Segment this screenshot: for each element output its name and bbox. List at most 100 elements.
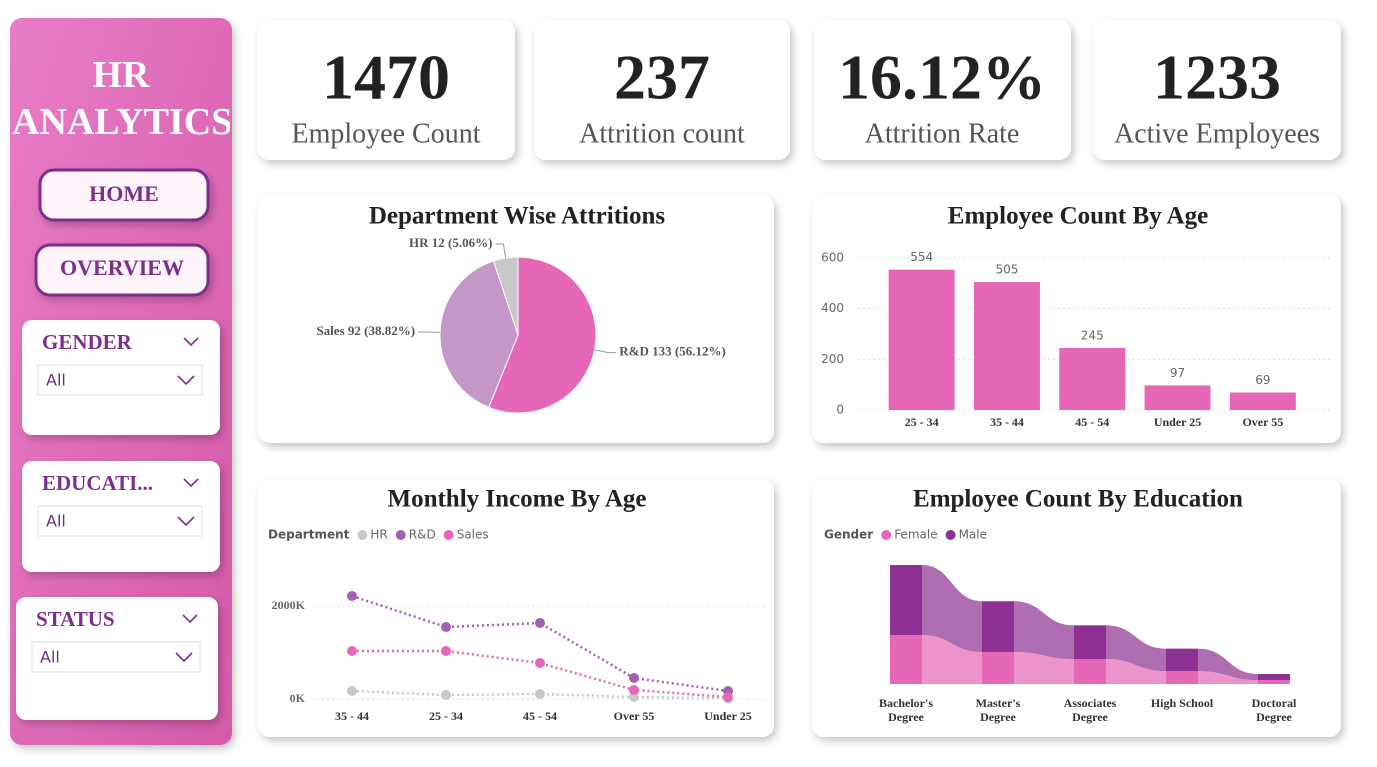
sidebar-title-box: HR ANALYTICS: [12, 54, 230, 143]
line-point: [629, 672, 639, 683]
leader-line: [594, 349, 617, 354]
y-tick-label: 400: [821, 301, 844, 315]
data-label: 554: [910, 250, 933, 264]
kpi-label: Employee Count: [292, 118, 481, 149]
line-point: [535, 658, 545, 669]
line-point: [347, 686, 357, 697]
kpi-value: 1233: [1153, 42, 1281, 113]
line-point: [723, 692, 733, 703]
bar: [973, 282, 1040, 410]
x-tick-label: 35 - 44: [990, 415, 1024, 429]
kpi-value: 237: [614, 42, 710, 113]
x-tick-label: 45 - 54: [1075, 415, 1109, 429]
line-point: [441, 690, 451, 701]
legend-label: R&D: [409, 528, 436, 542]
x-tick-label: High School: [1150, 696, 1214, 710]
leader-line: [495, 243, 507, 259]
filter-label: STATUS: [36, 607, 115, 631]
y-tick-label: 0K: [290, 691, 306, 705]
x-tick-label: 25 - 34: [429, 709, 463, 723]
legend-swatch: [881, 530, 892, 540]
x-tick-label: Doctoral Degree: [1251, 696, 1297, 724]
dropdown-icon: [177, 516, 195, 527]
x-tick-label: Under 25: [704, 709, 751, 723]
dropdown-value: All: [40, 648, 60, 667]
ribbon: [922, 565, 982, 652]
y-tick-label: 2000K: [272, 598, 306, 612]
legend-label: Male: [959, 528, 987, 542]
x-tick-label: Under 25: [1154, 415, 1201, 429]
legend-swatch: [357, 530, 368, 540]
x-tick-label: 25 - 34: [905, 415, 939, 429]
kpi-value: 16.12%: [838, 42, 1046, 113]
line-point: [535, 618, 545, 629]
legend-swatch: [945, 530, 956, 540]
dropdown-value: All: [46, 512, 66, 531]
kpi-card: [814, 20, 1071, 160]
kpi-card: [534, 20, 790, 160]
collapse-icon[interactable]: [183, 337, 199, 347]
chart-title: Monthly Income By Age: [387, 486, 646, 513]
line-series: [351, 594, 729, 693]
bar-segment: [1074, 625, 1106, 660]
bar-segment: [982, 651, 1014, 684]
ribbon: [1106, 625, 1166, 672]
kpi-label: Attrition count: [579, 118, 745, 149]
bar-segment: [1074, 659, 1106, 684]
filter-label: EDUCATI...: [42, 471, 153, 495]
overview-button[interactable]: [34, 243, 210, 297]
chart-title: Department Wise Attritions: [369, 203, 666, 230]
line-point: [347, 646, 357, 657]
bar-segment: [1258, 674, 1290, 681]
chart-title: Employee Count By Age: [948, 203, 1208, 230]
x-tick-label: Over 55: [1242, 415, 1283, 429]
line-point: [629, 684, 639, 695]
overview-button-label: OVERVIEW: [60, 255, 184, 280]
pie-slice: [492, 256, 519, 336]
kpi-label: Active Employees: [1114, 118, 1320, 149]
line-point: [347, 591, 357, 602]
x-tick-box: Bachelor's Degree: [879, 696, 933, 724]
x-tick-box: High School: [1150, 696, 1214, 710]
data-label: 505: [995, 263, 1018, 277]
dropdown[interactable]: [37, 364, 203, 396]
x-tick-label: Associates Degree: [1063, 696, 1117, 724]
legend-swatch: [395, 530, 406, 540]
data-label: 97: [1170, 366, 1185, 380]
data-label: 245: [1081, 328, 1104, 342]
y-tick-label: 600: [821, 251, 844, 265]
ribbon: [922, 635, 982, 684]
line-point: [441, 622, 451, 633]
sidebar-title: HR ANALYTICS: [12, 54, 230, 143]
bar-segment: [1258, 680, 1290, 684]
legend-swatch: [443, 530, 454, 540]
y-tick-label: 0: [836, 403, 844, 417]
bar-segment: [890, 635, 922, 684]
collapse-icon[interactable]: [183, 478, 199, 488]
dropdown[interactable]: [31, 641, 201, 673]
legend-title: Department: [268, 528, 350, 542]
dropdown[interactable]: [37, 505, 203, 537]
collapse-icon[interactable]: [182, 614, 198, 624]
dropdown-value: All: [46, 371, 66, 390]
pie-slice: [439, 260, 519, 408]
chart-title: Employee Count By Education: [913, 486, 1243, 513]
kpi-card: [257, 20, 515, 160]
legend-label: Female: [894, 528, 937, 542]
bar-segment: [982, 601, 1014, 652]
x-tick-label: Master's Degree: [975, 696, 1021, 724]
home-button[interactable]: [38, 168, 210, 222]
bar: [1229, 392, 1296, 410]
data-label: 69: [1255, 373, 1270, 387]
ribbon: [1198, 648, 1258, 681]
ribbon: [1014, 601, 1074, 660]
data-label: HR 12 (5.06%): [409, 235, 492, 250]
bar: [1059, 347, 1126, 410]
dropdown-icon: [177, 375, 195, 386]
y-tick-label: 200: [821, 352, 844, 366]
legend-label: Sales: [457, 528, 489, 542]
bar-segment: [1166, 671, 1198, 684]
x-tick-box: Associates Degree: [1063, 696, 1117, 724]
data-label: Sales 92 (38.82%): [316, 323, 415, 338]
line-point: [629, 692, 639, 703]
